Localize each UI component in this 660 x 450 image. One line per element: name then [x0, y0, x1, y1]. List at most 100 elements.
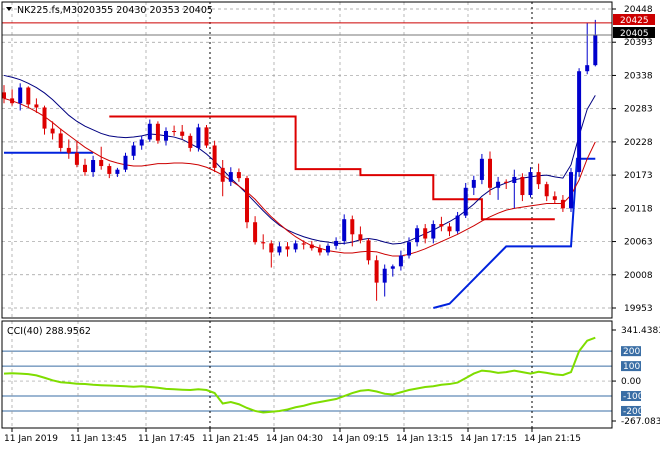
candle-body [99, 160, 104, 167]
candle-body [455, 215, 460, 232]
candle-body [83, 164, 87, 173]
stop-down-line [109, 115, 555, 221]
candle-body [269, 243, 274, 253]
candle-body [58, 133, 63, 148]
candle-body [350, 219, 355, 235]
cci-line [3, 336, 596, 414]
candle-body [471, 179, 476, 188]
collapse-triangle-icon[interactable] [6, 7, 12, 11]
candle-body [309, 244, 314, 249]
candle-body [147, 123, 152, 140]
candle-body [50, 128, 55, 134]
candle-body [536, 172, 541, 185]
candle-body [398, 255, 403, 267]
candle-body [115, 169, 120, 174]
candle-body [180, 131, 185, 136]
candle-body [293, 243, 298, 250]
candle-body [91, 160, 96, 173]
candle-body [479, 158, 484, 180]
price-axis: 20448 20393 20338 20283 20228 20173 20118 20063… [612, 5, 653, 314]
time-tick-label: 11 Jan 21:45 [202, 434, 259, 444]
candle-body [512, 176, 517, 183]
candle-body [544, 184, 549, 197]
price-tick-label: 20228 [624, 138, 653, 148]
ask-price-tag-text: 20425 [620, 16, 649, 26]
candle-body [552, 196, 557, 200]
cci-level-tag [621, 346, 641, 357]
candle-body [423, 228, 428, 239]
candle-body [107, 166, 112, 174]
candle-body [277, 246, 282, 253]
candle-body [520, 176, 525, 196]
candle-body [317, 248, 322, 253]
candle-body [245, 178, 249, 223]
ask-price-tag [613, 14, 655, 25]
ohlc-label: 20355 20430 20353 20405 [83, 5, 213, 16]
candle-body [577, 71, 582, 173]
time-tick-label: 14 Jan 09:15 [332, 434, 389, 444]
candle-body [155, 123, 160, 141]
cci-title: CCI(40) 288.9562 [7, 326, 91, 337]
candle-body [569, 172, 573, 209]
ma-slow-line [3, 97, 596, 257]
candle-body [415, 228, 420, 243]
cci-level-tag-text: -200 [623, 407, 644, 417]
candle-body [26, 87, 31, 105]
price-tick-label: 20008 [624, 271, 653, 281]
candle-body [196, 127, 201, 148]
cci-axis: 341.4383 200 100 0.00 -100 -200-267.083 [612, 326, 660, 427]
time-tick-label: 14 Jan 21:15 [524, 434, 581, 444]
candle-body [496, 181, 501, 188]
price-tick-label: 20063 [624, 238, 653, 248]
price-panel-frame [1, 1, 613, 319]
time-tick-label: 14 Jan 04:30 [266, 434, 323, 444]
time-tick-label: 14 Jan 13:15 [396, 434, 453, 444]
candle-body [10, 98, 15, 104]
cci-level-tag-text: 200 [623, 347, 640, 357]
candle-body [204, 127, 209, 146]
candle-body [236, 172, 241, 179]
price-tick-label: 20393 [624, 38, 653, 48]
candle-body [220, 167, 225, 182]
candle-body [212, 145, 217, 168]
candle-body [34, 104, 39, 108]
candle-body [228, 172, 233, 182]
cci-level-tag [621, 361, 641, 372]
candle-body [560, 199, 565, 209]
cci-level-tag [621, 391, 641, 402]
price-panel[interactable]: NK225.fs,M30 20355 20430 20353 20405 204… [1, 1, 655, 319]
candle-body [42, 107, 47, 129]
price-tick-label: 20173 [624, 171, 653, 181]
candle-body [334, 240, 339, 246]
candle-body [164, 131, 168, 141]
candle-body [431, 224, 436, 239]
time-tick-label: 11 Jan 13:45 [70, 434, 127, 444]
candle-body [463, 187, 468, 216]
candle-body [585, 65, 590, 72]
time-tick-label: 11 Jan 17:45 [138, 434, 195, 444]
candle-body [382, 268, 387, 283]
candle-body [301, 243, 306, 245]
candle-body [74, 152, 79, 165]
candle-body [261, 242, 266, 244]
candle-body [488, 158, 492, 188]
cci-level-tag-text: 100 [623, 362, 640, 372]
candle-body [253, 222, 258, 243]
candle-body [326, 245, 330, 253]
time-axis: 11 Jan 2019 11 Jan 13:45 11 Jan 17:45 11 Ja… [4, 428, 581, 444]
candle-body [18, 87, 23, 104]
bid-price-tag [613, 27, 655, 38]
price-tick-label: 20338 [624, 71, 653, 81]
candle-body [123, 155, 128, 170]
candle-body [172, 131, 177, 133]
candlesticks [2, 19, 598, 301]
cci-levels [2, 350, 612, 412]
price-tick-label: 20448 [624, 5, 653, 15]
price-tick-label: 19953 [624, 304, 653, 314]
cci-panel[interactable]: CCI(40) 288.9562 341.4383 200 100 0.00 -100 -… [1, 320, 660, 429]
candle-body [131, 145, 136, 156]
candle-body [528, 172, 533, 196]
candle-body [374, 260, 379, 283]
bid-price-tag-text: 20405 [620, 29, 649, 39]
